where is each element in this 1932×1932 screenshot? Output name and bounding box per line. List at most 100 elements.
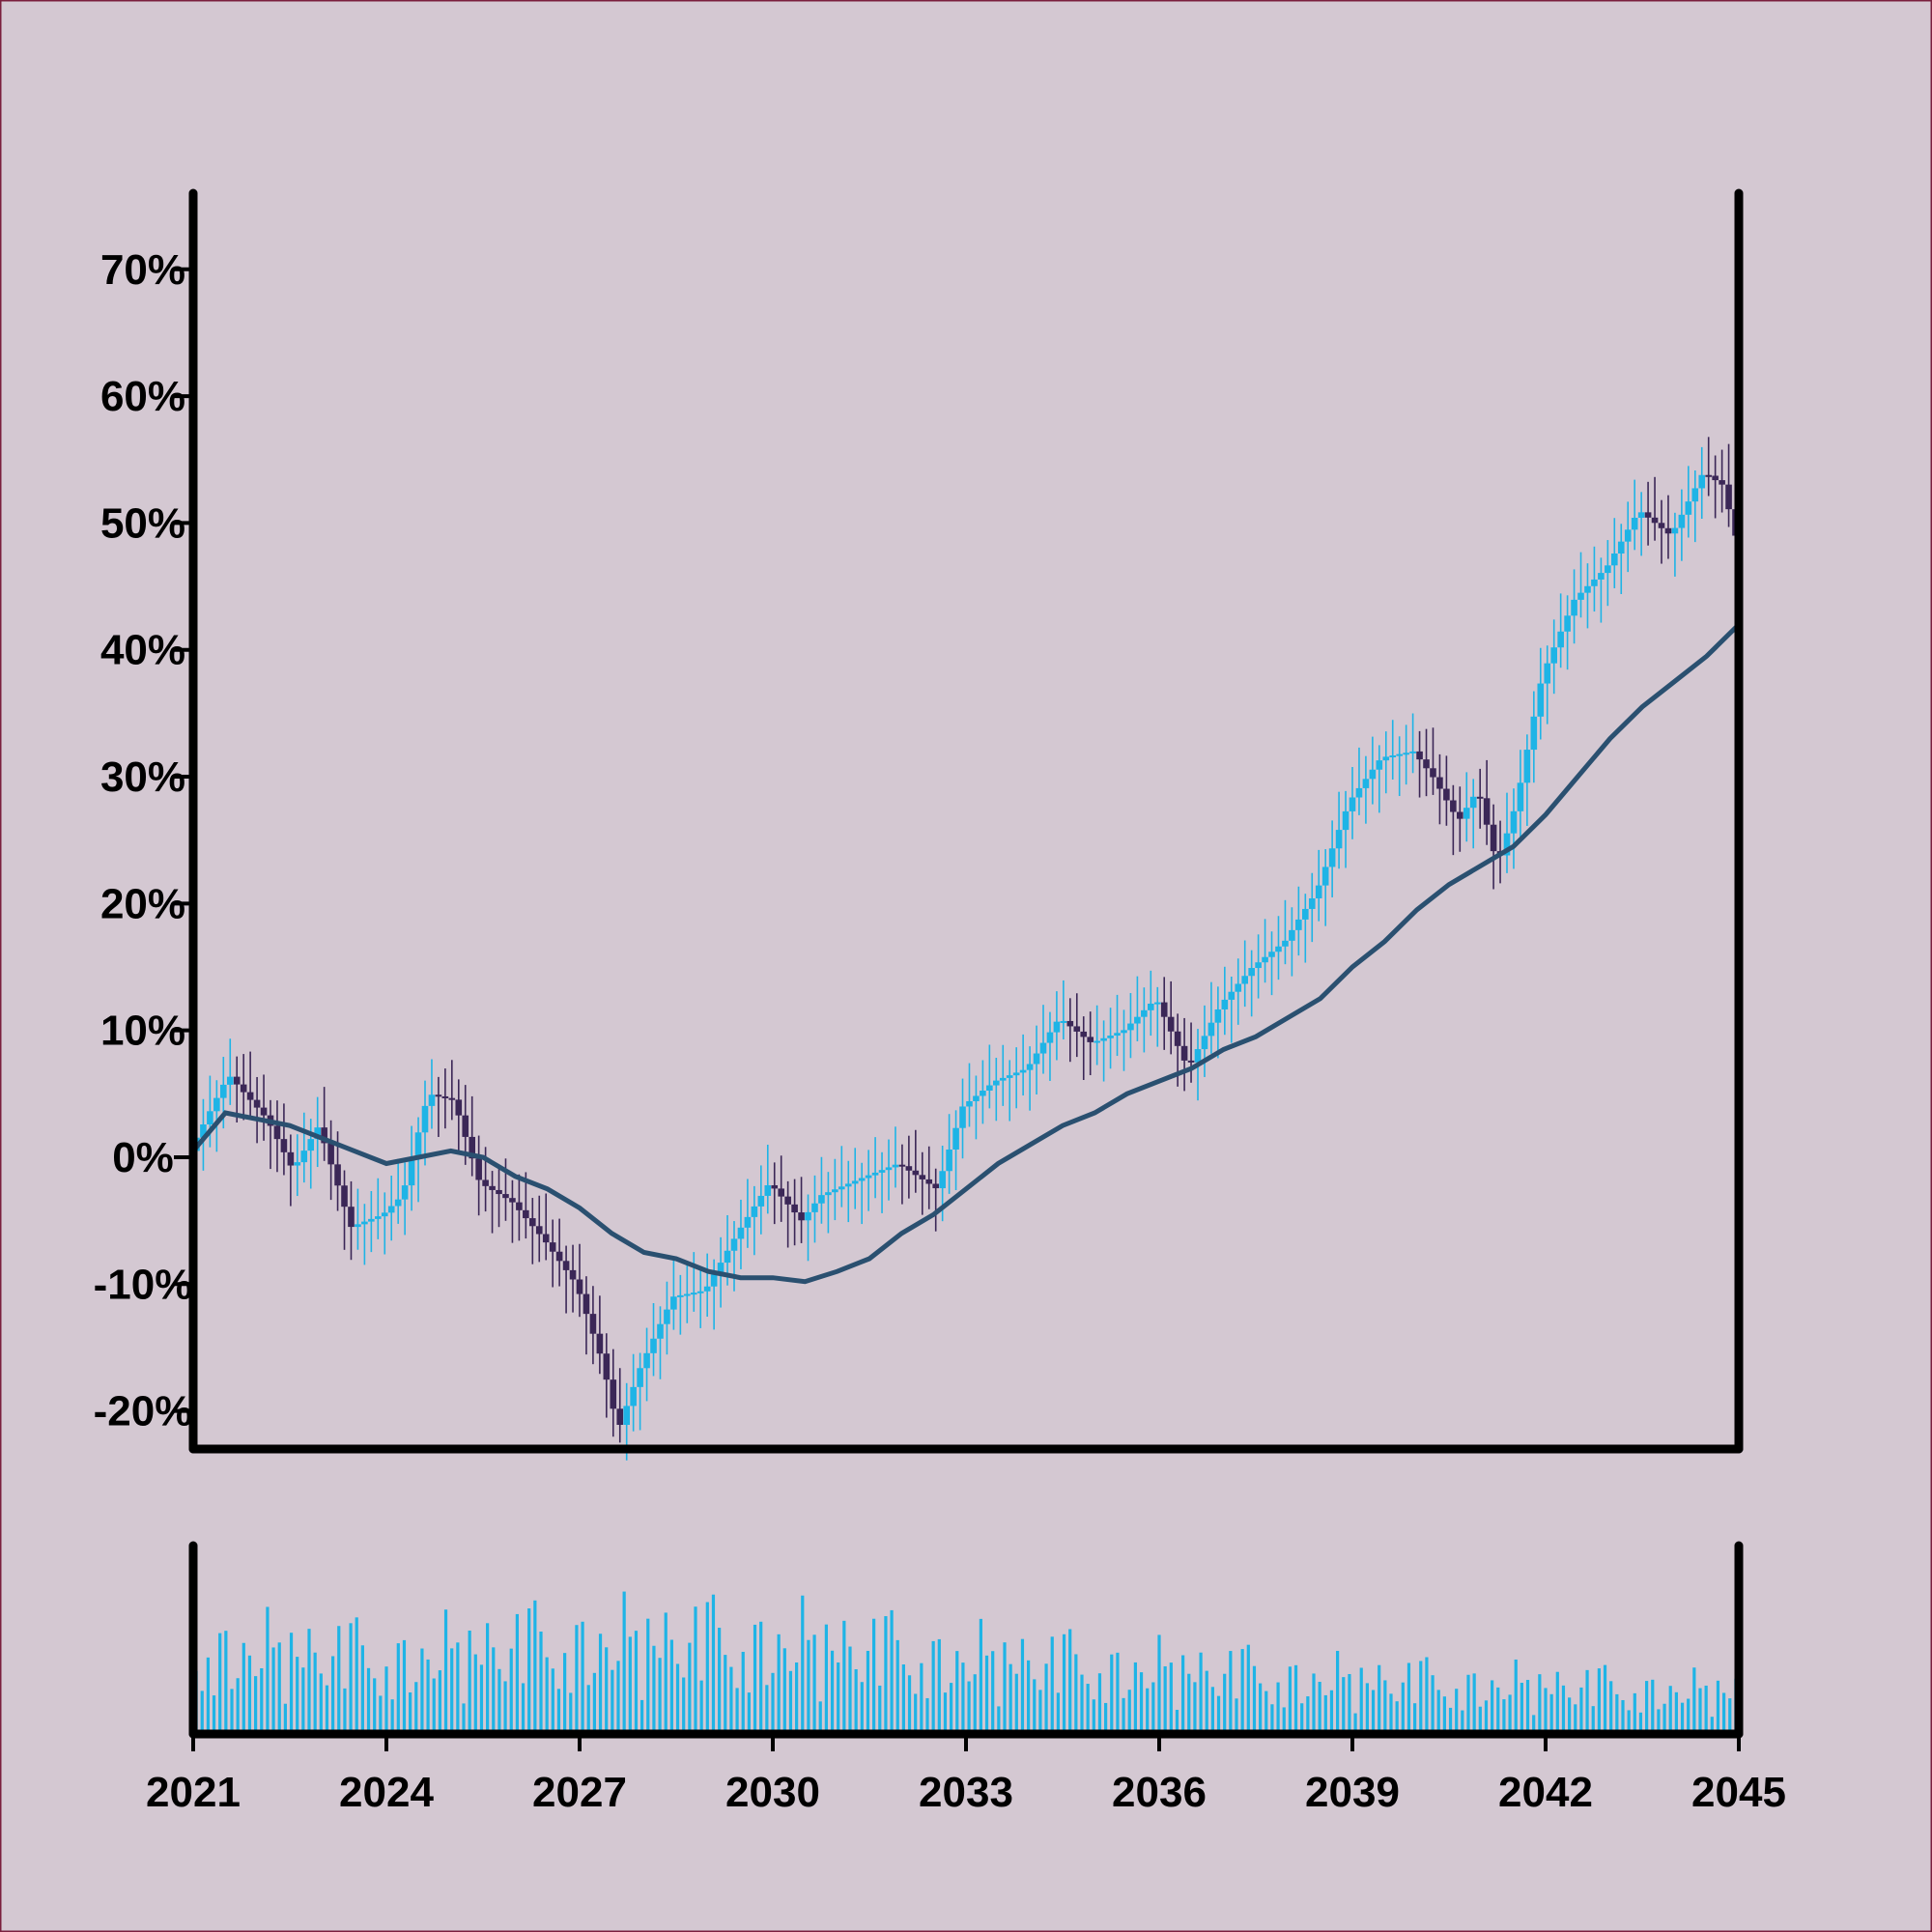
volume-bar — [414, 1682, 418, 1734]
volume-bar — [1240, 1649, 1244, 1734]
volume-bar — [854, 1669, 858, 1734]
volume-bar — [1579, 1687, 1583, 1734]
candle-body — [246, 1092, 254, 1100]
candle — [952, 1110, 959, 1191]
volume-bar — [581, 1621, 584, 1734]
candle — [246, 1051, 254, 1118]
volume-bar — [1157, 1634, 1161, 1734]
candle-body — [1476, 796, 1484, 799]
candle-body — [1685, 501, 1692, 515]
volume-bar — [1235, 1698, 1238, 1734]
candle-body — [542, 1234, 550, 1243]
candle — [355, 1188, 361, 1250]
candle-body — [273, 1125, 281, 1140]
candle-body — [657, 1323, 664, 1339]
candle — [314, 1096, 321, 1168]
volume-bar — [551, 1668, 554, 1734]
candle — [616, 1368, 624, 1443]
volume-bar — [379, 1695, 383, 1734]
candle — [1557, 593, 1564, 668]
candle — [1490, 804, 1497, 890]
candle — [441, 1068, 449, 1129]
candle — [1517, 750, 1524, 838]
volume-bar — [230, 1689, 234, 1734]
candle-body — [200, 1124, 207, 1138]
volume-bar — [1175, 1710, 1179, 1734]
candle — [858, 1162, 866, 1225]
candle-body — [677, 1294, 684, 1297]
candle — [1248, 950, 1255, 1017]
candle-body — [516, 1202, 523, 1210]
candle — [280, 1103, 288, 1176]
candle — [892, 1126, 899, 1188]
volume-bar — [1318, 1682, 1321, 1734]
candle — [778, 1155, 784, 1222]
volume-bar — [1484, 1700, 1489, 1734]
candle — [448, 1060, 456, 1121]
volume-bar — [343, 1688, 347, 1734]
candle-body — [1571, 599, 1577, 616]
volume-bar — [907, 1675, 912, 1734]
volume-bar — [895, 1639, 899, 1734]
candle-body — [1255, 962, 1262, 969]
volume-bar — [1621, 1699, 1625, 1734]
candle-body — [596, 1333, 604, 1354]
candle-body — [838, 1186, 845, 1190]
candle — [523, 1172, 529, 1239]
candle-body — [993, 1080, 1000, 1086]
candle — [1046, 1011, 1054, 1081]
volume-bar — [402, 1639, 407, 1734]
candle — [1598, 557, 1605, 623]
candle-body — [751, 1206, 758, 1217]
candle-body — [1705, 474, 1712, 477]
volume-bar — [611, 1669, 614, 1734]
candle — [865, 1150, 872, 1211]
candle-body — [213, 1097, 220, 1112]
candle — [630, 1353, 637, 1432]
candle — [643, 1327, 650, 1402]
volume-bar — [1139, 1672, 1144, 1734]
volume-bar — [1597, 1668, 1601, 1734]
candle-body — [1537, 683, 1545, 717]
volume-bar — [646, 1618, 650, 1734]
candle-body — [623, 1406, 630, 1426]
volume-bar — [1472, 1673, 1476, 1734]
candle — [1644, 481, 1652, 546]
volume-bar — [1133, 1662, 1137, 1734]
volume-bar — [503, 1681, 507, 1734]
candle — [307, 1119, 315, 1189]
volume-bar — [426, 1659, 430, 1734]
volume-bar — [289, 1633, 294, 1734]
volume-bar — [1110, 1654, 1114, 1734]
candle — [381, 1192, 388, 1255]
volume-bar — [1223, 1673, 1227, 1734]
candle-body — [684, 1293, 691, 1296]
volume-bar — [396, 1643, 400, 1734]
candle — [1691, 470, 1699, 543]
candle — [327, 1120, 334, 1201]
volume-bar — [634, 1631, 639, 1734]
candle — [1624, 501, 1632, 573]
candle-body — [603, 1353, 611, 1380]
volume-bar — [592, 1672, 596, 1734]
candle — [401, 1162, 409, 1236]
candle — [569, 1244, 577, 1313]
volume-bar — [497, 1668, 501, 1734]
volume-bar — [1323, 1694, 1327, 1734]
volume-bar — [1163, 1665, 1167, 1734]
volume-bar — [1187, 1673, 1191, 1734]
volume-bar — [878, 1685, 882, 1734]
candlestick-series — [193, 437, 1739, 1461]
candle-body — [1577, 592, 1584, 600]
volume-bar — [1033, 1679, 1037, 1734]
candle-body — [529, 1218, 536, 1227]
candle — [435, 1076, 442, 1137]
candle-body — [892, 1164, 899, 1168]
volume-bar — [200, 1690, 204, 1734]
candle — [1389, 720, 1397, 781]
volume-bar — [1282, 1707, 1286, 1734]
candle — [905, 1135, 913, 1199]
volume-bar — [409, 1691, 412, 1734]
x-tick-label: 2036 — [1112, 1769, 1207, 1816]
volume-bar — [860, 1682, 864, 1734]
